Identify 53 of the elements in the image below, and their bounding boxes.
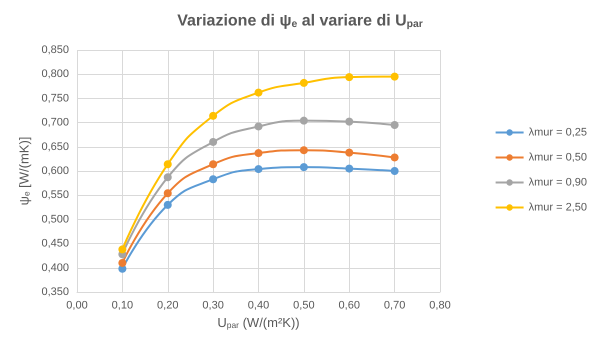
chart-title: Variazione di ψe al variare di Upar [177, 12, 423, 30]
point [118, 258, 126, 267]
x-axis-title: Upar (W/(m²K)) [217, 315, 300, 330]
point [345, 118, 354, 126]
point [164, 200, 172, 209]
y-tick-label: 0,600 [41, 165, 69, 177]
point [390, 153, 399, 162]
point [164, 189, 172, 198]
y-tick-label: 0,400 [41, 262, 69, 274]
point [390, 72, 399, 81]
y-tick-label: 0,550 [41, 189, 69, 202]
y-axis-title: ψe [W/(mK)] [16, 136, 32, 206]
point [345, 148, 354, 157]
y-tick-label: 0,750 [41, 92, 69, 104]
point [164, 173, 172, 182]
point [300, 146, 308, 154]
point [118, 245, 126, 254]
point [254, 122, 262, 130]
legend-label: λmur = 0,25 [528, 126, 587, 138]
x-tick-label: 0,50 [293, 300, 315, 312]
legend-label: λmur = 0,50 [528, 152, 587, 164]
y-tick-label: 0,800 [41, 68, 69, 80]
x-tick-label: 0,80 [429, 300, 451, 312]
point [390, 121, 399, 130]
x-tick-label: 0,20 [157, 300, 178, 312]
y-tick-label: 0,500 [41, 213, 69, 226]
point [209, 175, 218, 184]
y-tick-label: 0,650 [41, 140, 69, 153]
point [254, 149, 262, 158]
x-tick-label: 0,30 [202, 300, 224, 312]
point [390, 167, 399, 175]
point [254, 165, 262, 174]
legend-label: λmur = 0,90 [528, 176, 587, 188]
point [209, 160, 218, 168]
point [300, 163, 308, 172]
point [164, 160, 172, 168]
y-tick-label: 0,850 [41, 44, 69, 56]
y-tick-label: 0,450 [41, 238, 69, 250]
point [254, 88, 262, 97]
y-tick-label: 0,700 [41, 116, 69, 129]
point [345, 164, 354, 173]
x-tick-label: 0,40 [248, 300, 270, 312]
x-tick-label: 0,00 [66, 300, 88, 312]
point [300, 78, 308, 87]
point [209, 112, 218, 120]
point [345, 73, 354, 82]
y-tick-label: 0,350 [41, 286, 69, 298]
point [209, 138, 218, 146]
x-tick-label: 0,70 [384, 300, 406, 312]
point [300, 116, 308, 125]
x-tick-label: 0,10 [112, 300, 134, 312]
x-tick-label: 0,60 [338, 300, 360, 312]
legend-label: λmur = 2,50 [528, 202, 587, 214]
